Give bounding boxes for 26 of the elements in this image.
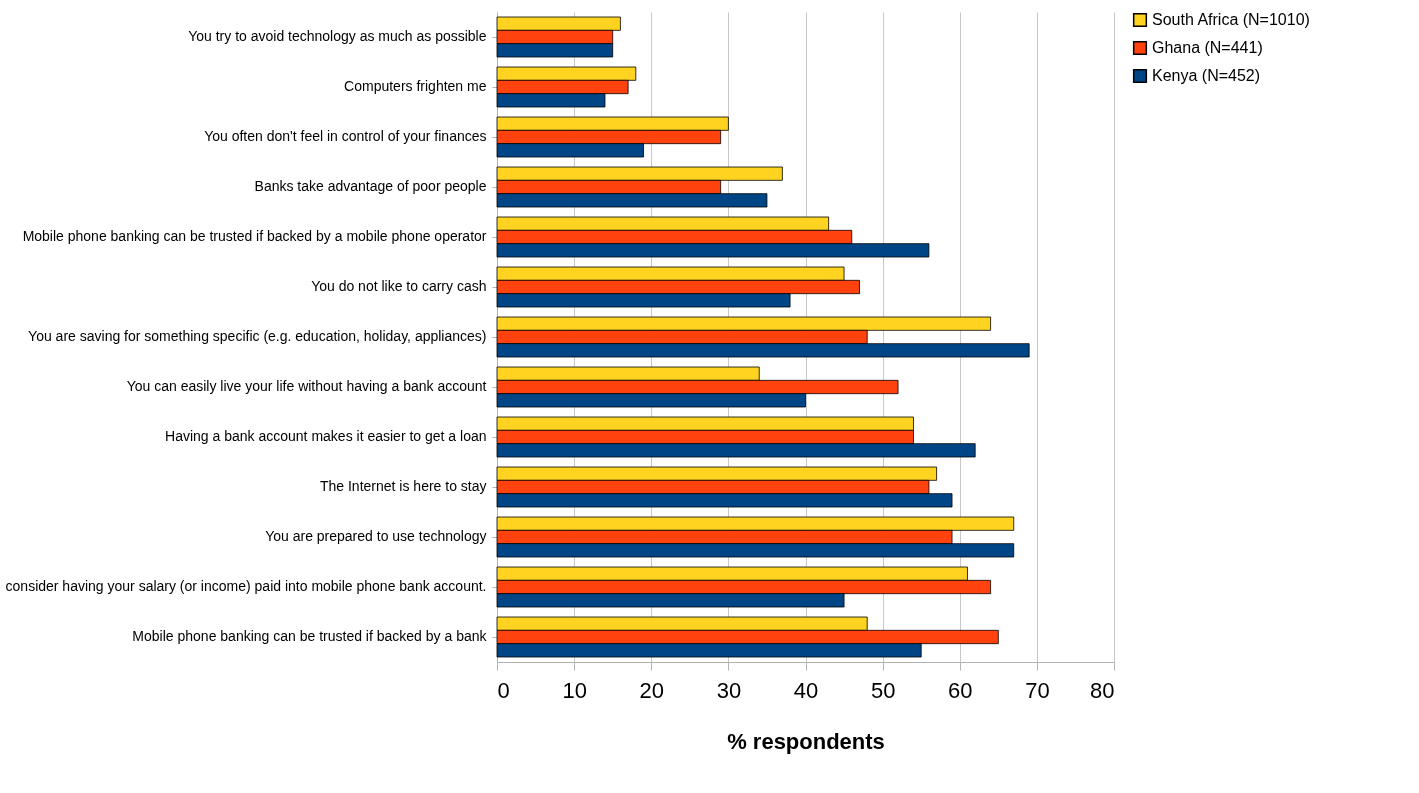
y-tick-label: Mobile phone banking can be trusted if backed by a mobile phone operator bbox=[22, 228, 487, 244]
y-tick-label: You do not like to carry cash bbox=[311, 278, 487, 294]
x-tick-label: 30 bbox=[716, 677, 742, 703]
y-tick-label: consider having your salary (or income) paid into mobile phone bank account. bbox=[5, 578, 487, 594]
y-tick-label: You are prepared to use technology bbox=[265, 528, 487, 544]
y-tick-label: Banks take advantage of poor people bbox=[254, 178, 487, 194]
y-tick-label: You often don't feel in control of your finances bbox=[204, 128, 487, 144]
y-tick-label: You try to avoid technology as much as possible bbox=[188, 28, 487, 44]
y-tick-label: Mobile phone banking can be trusted if backed by a bank bbox=[132, 628, 488, 644]
y-tick-label: Computers frighten me bbox=[344, 78, 487, 94]
x-tick-label: 60 bbox=[948, 677, 973, 703]
x-tick-label: 40 bbox=[793, 677, 819, 703]
y-tick-label: You are saving for something specific (e.g. education, holiday, appliances) bbox=[28, 328, 487, 344]
x-tick-label: 20 bbox=[639, 677, 664, 703]
x-tick-label: 50 bbox=[870, 677, 896, 703]
legend-label: Kenya (N=452) bbox=[1152, 67, 1261, 84]
legend-label: Ghana (N=441) bbox=[1152, 39, 1263, 56]
x-axis-title: % respondents bbox=[727, 728, 885, 754]
x-tick-label: 70 bbox=[1025, 677, 1050, 703]
x-tick-label: 10 bbox=[562, 677, 587, 703]
y-tick-label: You can easily live your life without having a bank account bbox=[126, 378, 487, 394]
y-tick-label: The Internet is here to stay bbox=[319, 478, 487, 494]
y-tick-label: Having a bank account makes it easier to get a loan bbox=[165, 428, 487, 444]
x-tick-label: 80 bbox=[1090, 677, 1115, 703]
x-tick-label: 0 bbox=[497, 677, 510, 703]
legend-label: South Africa (N=1010) bbox=[1152, 11, 1310, 28]
